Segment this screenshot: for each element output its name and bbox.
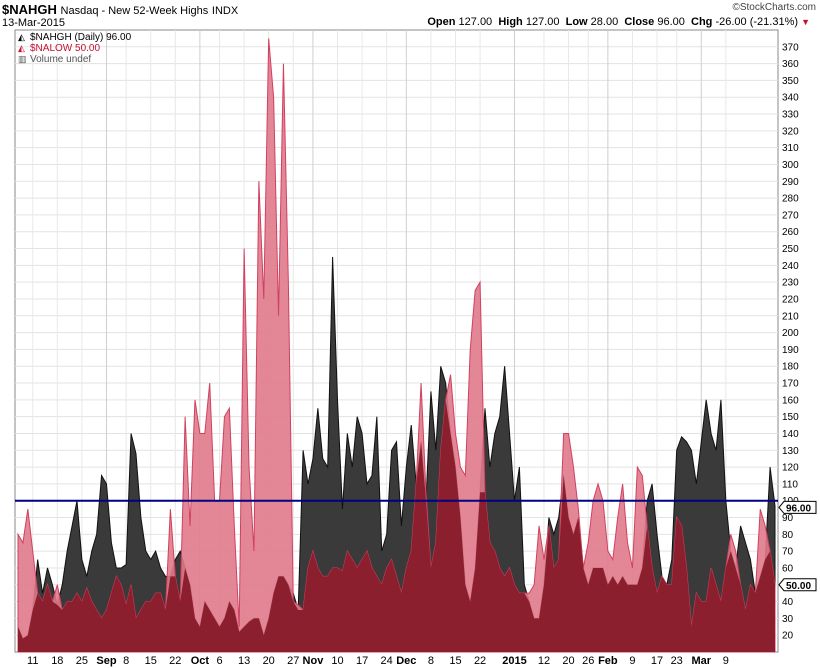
y-tick-label: 230 — [782, 278, 799, 289]
y-tick-label: 220 — [782, 294, 799, 305]
y-tick-label: 160 — [782, 395, 799, 406]
x-tick-label: Dec — [396, 655, 416, 667]
y-tick-label: 80 — [782, 530, 794, 541]
x-tick-label: Mar — [691, 655, 711, 667]
y-tick-label: 110 — [782, 479, 798, 490]
y-tick-label: 360 — [782, 59, 799, 70]
x-tick-label: Oct — [191, 655, 210, 667]
y-tick-label: 70 — [782, 547, 794, 558]
y-tick-label: 140 — [782, 429, 799, 440]
y-tick-label: 260 — [782, 227, 799, 238]
ohlc-summary: Open 127.00 High 127.00 Low 28.00 Close … — [427, 16, 810, 28]
chart-header: $NAHGH Nasdaq - New 52-Week Highs INDX 1… — [0, 0, 820, 30]
y-tick-label: 170 — [782, 379, 799, 390]
x-tick-label: 22 — [474, 655, 486, 667]
x-tick-label: 9 — [723, 655, 729, 667]
y-tick-label: 240 — [782, 261, 799, 272]
x-tick-label: 6 — [216, 655, 222, 667]
y-tick-label: 20 — [782, 631, 794, 642]
chart-symbol: $NAHGH Nasdaq - New 52-Week Highs INDX — [2, 2, 239, 17]
series-area-highs — [17, 256, 776, 653]
y-tick-label: 190 — [782, 345, 799, 356]
chart-description: Nasdaq - New 52-Week Highs — [60, 5, 209, 17]
y-tick-label: 320 — [782, 126, 799, 137]
x-tick-label: Feb — [598, 655, 618, 667]
x-tick-label: 26 — [582, 655, 594, 667]
x-tick-label: 9 — [629, 655, 635, 667]
high-label: High — [498, 16, 523, 28]
x-tick-label: Nov — [303, 655, 325, 667]
y-tick-label: 90 — [782, 513, 794, 524]
y-tick-label: 200 — [782, 328, 799, 339]
x-tick-label: 27 — [287, 655, 299, 667]
y-tick-label: 300 — [782, 160, 799, 171]
chart-legend: ◭ $NAHGH (Daily) 96.00 ◭ $NALOW 50.00 ▥ Vol… — [18, 32, 131, 65]
x-tick-label: 20 — [263, 655, 275, 667]
y-tick-label: 60 — [782, 563, 794, 574]
y-tick-label: 40 — [782, 597, 794, 608]
y-tick-label: 120 — [782, 463, 799, 474]
y-tick-label: 210 — [782, 311, 799, 322]
x-tick-label: 25 — [76, 655, 88, 667]
y-tick-label: 290 — [782, 177, 799, 188]
close-value: 96.00 — [657, 16, 685, 28]
x-tick-label: 11 — [27, 655, 38, 667]
open-value: 127.00 — [458, 16, 493, 28]
y-tick-label: 180 — [782, 362, 799, 373]
x-tick-label: 10 — [331, 655, 343, 667]
x-tick-label: 23 — [671, 655, 683, 667]
y-tick-label: 250 — [782, 244, 799, 255]
y-tick-label: 340 — [782, 93, 799, 104]
chart-exchange: INDX — [211, 5, 239, 17]
x-tick-label: 12 — [538, 655, 550, 667]
chg-label: Chg — [691, 16, 713, 28]
y-tick-label: 270 — [782, 210, 799, 221]
bar-chart-icon: ▥ — [18, 54, 27, 64]
x-tick-label: 24 — [381, 655, 393, 667]
x-tick-label: 2015 — [502, 655, 526, 667]
series-area-overlap — [18, 399, 775, 652]
chg-value: -26.00 (-21.31%) — [715, 16, 799, 28]
legend-item-volume: ▥ Volume undef — [18, 54, 92, 65]
x-tick-label: 15 — [449, 655, 461, 667]
y-tick-label: 130 — [782, 446, 799, 457]
price-label-highs: 96.00 — [786, 503, 811, 514]
y-tick-label: 310 — [782, 143, 799, 154]
open-label: Open — [427, 16, 456, 28]
area-chart-icon: ◭ — [18, 32, 25, 42]
y-tick-label: 370 — [782, 42, 799, 53]
legend-item-highs: ◭ $NAHGH (Daily) 96.00 — [18, 32, 132, 43]
x-tick-label: 13 — [238, 655, 250, 667]
price-label-lows-box — [778, 578, 817, 592]
price-label-highs-box — [778, 500, 817, 514]
y-tick-label: 150 — [782, 412, 799, 423]
price-label-lows: 50.00 — [786, 581, 811, 592]
x-tick-label: 15 — [145, 655, 157, 667]
y-tick-label: 280 — [782, 194, 799, 205]
low-label: Low — [565, 16, 588, 28]
x-tick-label: 17 — [356, 655, 368, 667]
x-tick-label: 22 — [169, 655, 181, 667]
y-tick-label: 350 — [782, 76, 799, 87]
x-tick-label: 8 — [123, 655, 129, 667]
y-tick-label: 330 — [782, 110, 799, 121]
brand-logo: ©StockCharts.com — [732, 2, 816, 13]
close-label: Close — [624, 16, 655, 28]
y-tick-label: 30 — [782, 614, 794, 625]
x-tick-label: Sep — [96, 655, 116, 667]
x-tick-label: 20 — [562, 655, 574, 667]
area-chart-icon: ◭ — [18, 43, 25, 53]
x-tick-label: 8 — [428, 655, 434, 667]
x-tick-label: 17 — [651, 655, 663, 667]
x-tick-label: 18 — [51, 655, 63, 667]
high-value: 127.00 — [525, 16, 560, 28]
low-value: 28.00 — [590, 16, 619, 28]
chevron-down-icon: ▼ — [801, 17, 810, 27]
chart-date: 13-Mar-2015 — [2, 17, 65, 29]
legend-item-lows: ◭ $NALOW 50.00 — [18, 43, 101, 54]
